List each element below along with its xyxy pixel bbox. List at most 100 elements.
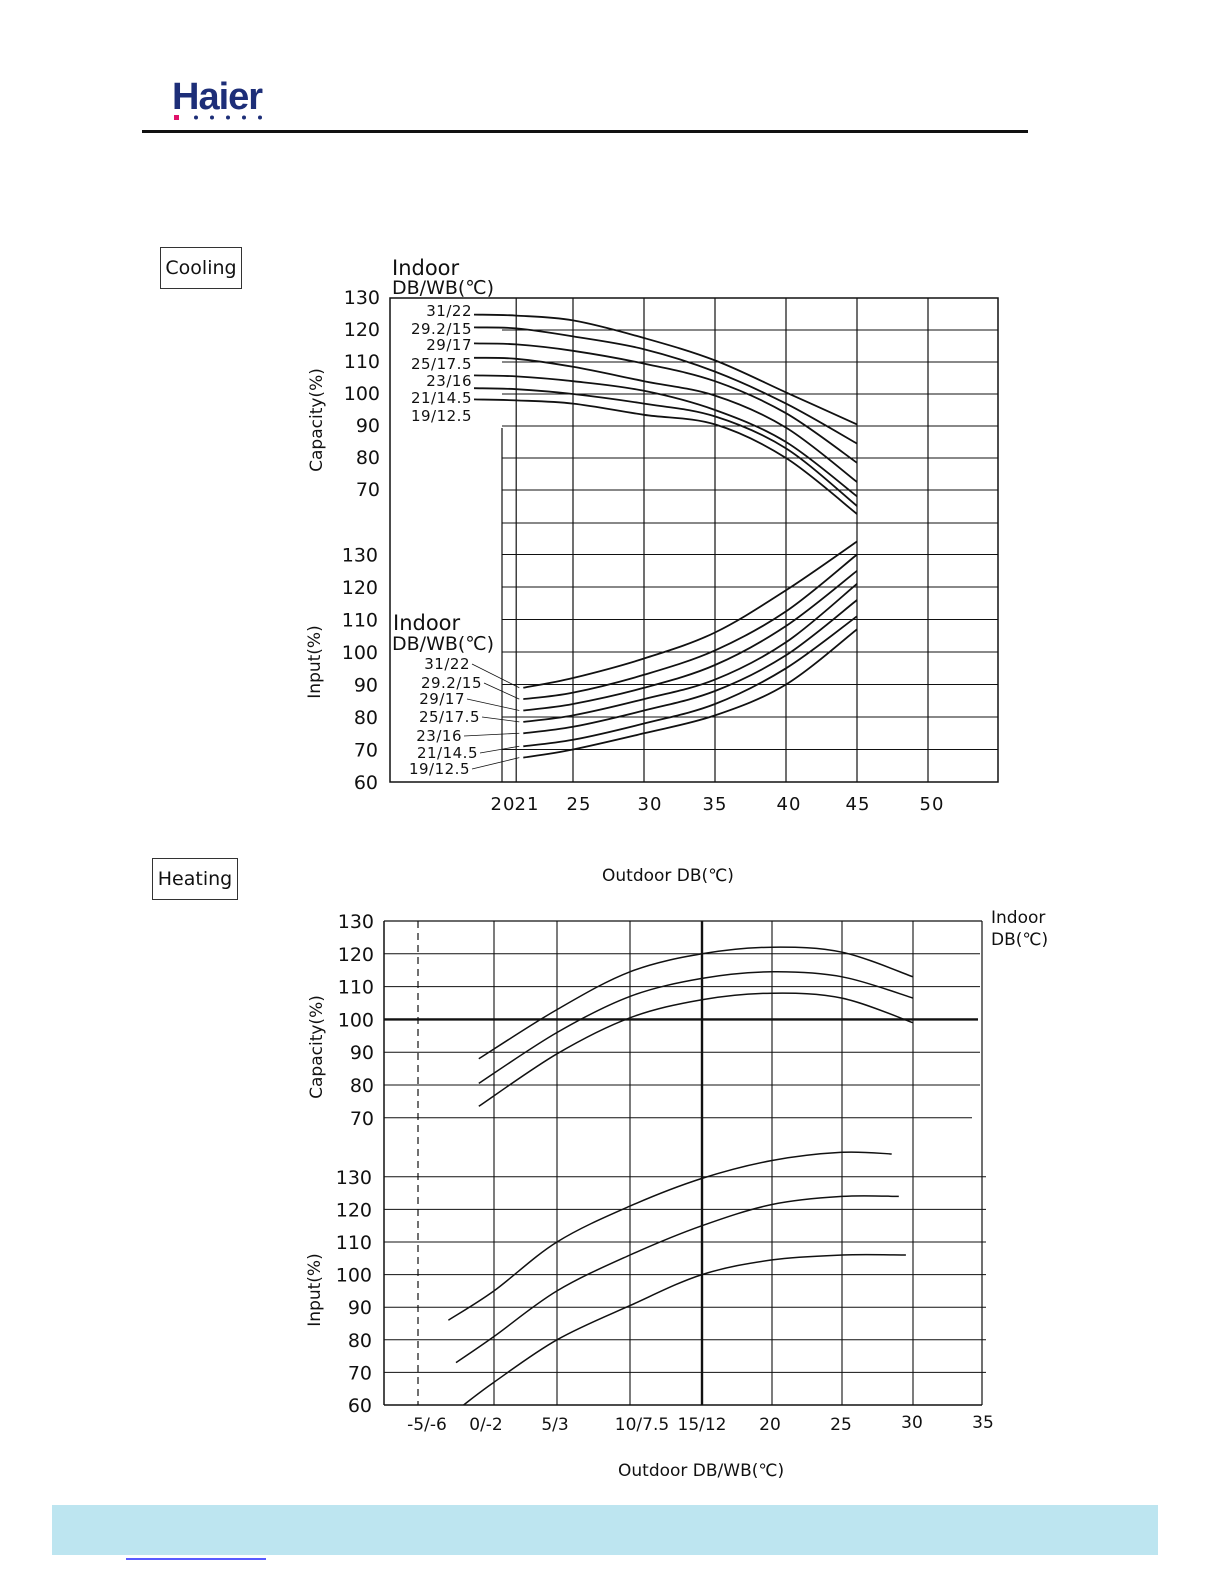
cooling-input-series-label: 21/14.5 [417, 744, 478, 762]
cooling-capacity-tick-label: 100 [344, 383, 380, 405]
cooling-input-series-label: 19/12.5 [409, 760, 470, 778]
cooling-x-tick-label: 35 [703, 794, 728, 815]
cooling-capacity-series-label: 29/17 [426, 336, 472, 354]
heating-capacity-series-line [478, 971, 914, 1085]
cooling-x-tick-label: 25 [567, 794, 592, 815]
footer-bar [52, 1505, 1158, 1555]
cooling-capacity-series-label: 21/14.5 [411, 389, 472, 407]
cooling-x-tick-label: 50 [920, 794, 945, 815]
cooling-input-tick-label: 130 [342, 545, 378, 567]
logo-dot [258, 115, 262, 120]
heating-input-tick-label: 110 [336, 1232, 372, 1254]
cooling-input-label-leader [466, 698, 520, 711]
cooling-input-label-leader [479, 745, 520, 754]
cooling-input-label-leader [481, 716, 520, 723]
cooling-capacity-series-label: 25/17.5 [411, 355, 472, 373]
logo-dot [226, 115, 230, 120]
cooling-input-tick-label: 110 [342, 610, 378, 632]
heating-input-tick-label: 80 [348, 1330, 372, 1352]
heating-x-tick-label: 25 [830, 1415, 852, 1435]
cooling-capacity-series-line [473, 342, 858, 464]
cooling-input-series-line [523, 570, 858, 712]
cooling-input-tick-label: 60 [354, 772, 378, 794]
brand-name: Haier [172, 76, 263, 118]
cooling-input-series-label: 29/17 [419, 690, 465, 708]
cooling-capacity-legend-subtitle: DB/WB(℃) [392, 277, 494, 299]
cooling-input-label-leader [483, 682, 520, 700]
cooling-input-legend-title: Indoor [393, 611, 461, 635]
cooling-input-tick-label: 120 [342, 577, 378, 599]
cooling-input-series-line [523, 599, 858, 735]
cooling-capacity-series-line [473, 356, 858, 483]
cooling-input-series-label: 29.2/15 [421, 674, 482, 692]
cooling-capacity-tick-label: 130 [344, 287, 380, 309]
haier-logo: Haier [172, 78, 292, 128]
heating-x-tick-label: 20 [759, 1415, 781, 1435]
heating-input-axis-label: Input(%) [305, 1253, 325, 1326]
heating-x-tick-label: -5/-6 [407, 1415, 447, 1435]
heating-x-tick-label: 5/3 [541, 1415, 568, 1435]
cooling-capacity-series-line [473, 326, 858, 445]
cooling-capacity-series-line [473, 313, 858, 426]
heating-input-tick-label: 120 [336, 1199, 372, 1221]
heating-capacity-tick-label: 110 [338, 977, 374, 999]
cooling-x-axis-label: Outdoor DB(℃) [602, 866, 734, 886]
cooling-input-series-label: 25/17.5 [419, 708, 480, 726]
heating-capacity-series-line [478, 992, 914, 1107]
heating-capacity-tick-label: 120 [338, 944, 374, 966]
cooling-input-series-line [523, 615, 858, 748]
heating-input-tick-label: 70 [348, 1362, 372, 1384]
heating-capacity-tick-label: 130 [338, 911, 374, 933]
heating-capacity-tick-label: 80 [350, 1075, 374, 1097]
cooling-input-label-leader [471, 757, 520, 770]
cooling-x-tick-label: 45 [846, 794, 871, 815]
cooling-section-label: Cooling [160, 247, 242, 289]
cooling-x-tick-label: 40 [777, 794, 802, 815]
cooling-input-series-line [523, 540, 858, 689]
heating-x-tick-label: 35 [972, 1413, 994, 1433]
cooling-input-tick-label: 70 [354, 740, 378, 762]
cooling-input-axis-label: Input(%) [305, 625, 325, 698]
cooling-input-series-line [523, 583, 858, 723]
cooling-input-legend-subtitle: DB/WB(℃) [392, 633, 494, 655]
logo-dot [242, 115, 246, 120]
cooling-capacity-series-line [473, 387, 858, 507]
cooling-input-series-label: 23/16 [416, 727, 462, 745]
cooling-capacity-tick-label: 80 [356, 447, 380, 469]
cooling-capacity-legend-title: Indoor [392, 256, 460, 280]
cooling-input-series-line [523, 628, 858, 759]
cooling-capacity-tick-label: 110 [344, 351, 380, 373]
heating-input-series-line [455, 1195, 899, 1364]
heating-x-tick-label: 15/12 [678, 1415, 727, 1435]
heating-capacity-tick-label: 100 [338, 1009, 374, 1031]
cooling-input-tick-label: 80 [354, 707, 378, 729]
heating-capacity-series-line [478, 946, 914, 1060]
logo-dot [174, 115, 179, 120]
cooling-capacity-series-line [473, 398, 858, 515]
logo-dot [194, 115, 198, 120]
heating-input-tick-label: 60 [348, 1395, 372, 1417]
heating-input-series-line [463, 1253, 906, 1406]
heating-x-axis-label: Outdoor DB/WB(℃) [618, 1461, 784, 1481]
heating-x-tick-label: 0/-2 [469, 1415, 503, 1435]
heating-capacity-axis-label: Capacity(%) [307, 995, 327, 1099]
cooling-capacity-series-line [473, 374, 858, 498]
cooling-capacity-tick-label: 70 [356, 479, 380, 501]
heating-input-series-line [447, 1151, 892, 1321]
heating-x-tick-label: 10/7.5 [615, 1415, 669, 1435]
cooling-x-tick-label: 20 [491, 794, 516, 815]
header-rule [142, 130, 1028, 133]
heating-input-tick-label: 100 [336, 1265, 372, 1287]
cooling-input-series-line [523, 553, 858, 700]
cooling-input-tick-label: 90 [354, 675, 378, 697]
cooling-capacity-series-label: 31/22 [426, 302, 472, 320]
cooling-input-series-label: 31/22 [424, 655, 470, 673]
cooling-capacity-series-label: 19/12.5 [411, 407, 472, 425]
cooling-input-label-leader [471, 663, 520, 689]
heating-capacity-tick-label: 70 [350, 1108, 374, 1130]
cooling-x-tick-label: 30 [638, 794, 663, 815]
heating-legend-title: Indoor [991, 908, 1045, 928]
cooling-capacity-axis-label: Capacity(%) [307, 368, 327, 472]
heating-legend-subtitle: DB(℃) [991, 930, 1048, 950]
